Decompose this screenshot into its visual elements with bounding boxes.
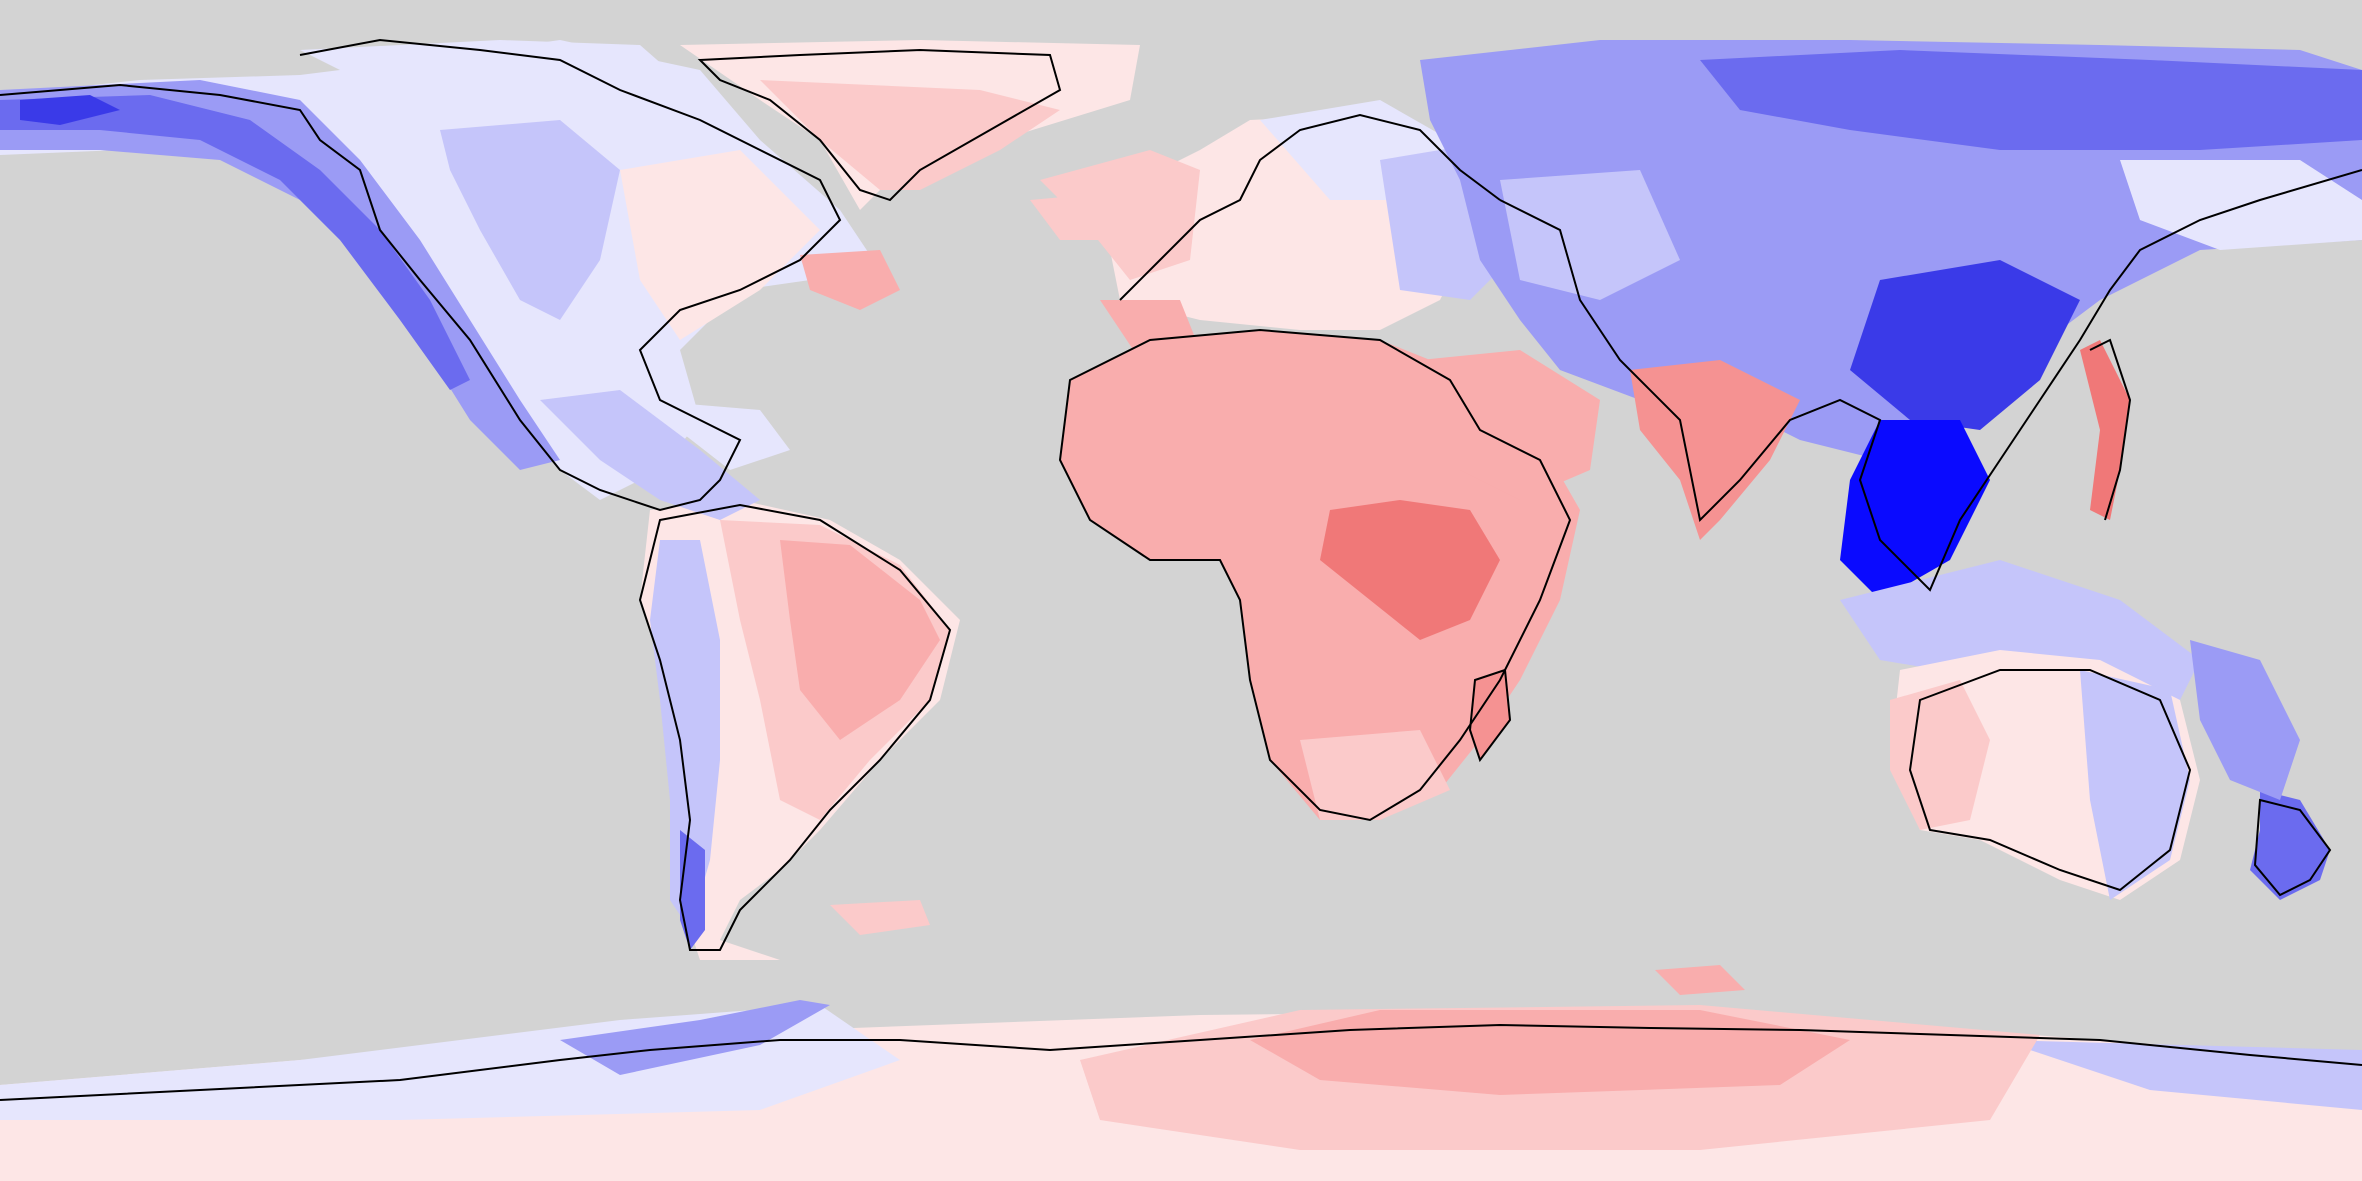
north-america-base	[0, 40, 880, 500]
north-america-coastline	[0, 38, 842, 512]
africa-coastline	[1058, 328, 1572, 822]
china-blue4	[1850, 260, 2080, 430]
antarctica-peninsula-blue	[560, 1000, 830, 1075]
canada-arctic-blue	[300, 40, 680, 90]
australia-east-blue	[2080, 670, 2190, 900]
madagascar-red	[1470, 670, 1510, 760]
siberia-east-blue0	[2120, 160, 2362, 250]
central-america-region	[540, 390, 790, 520]
andes-blue1	[650, 540, 720, 930]
antarctica-east-red-inner	[1250, 1010, 1850, 1095]
north-america-west-blue3	[0, 95, 470, 390]
india-red	[1630, 360, 1800, 540]
central-america-blue	[540, 390, 760, 520]
north-america-east-red	[620, 150, 820, 340]
japan-coastline	[2089, 338, 2132, 521]
coastlines	[0, 38, 2362, 1101]
asia-coastline	[1499, 169, 2362, 592]
patagonia-red	[830, 900, 930, 935]
australia-west-red	[1890, 680, 1990, 830]
north-atlantic-red	[1030, 190, 1140, 240]
antarctica-region	[0, 965, 2362, 1181]
antarctica-small-red	[1655, 965, 1745, 995]
new-zealand-blue	[2250, 790, 2330, 900]
andes-blue3	[680, 830, 705, 950]
greenland-red	[760, 80, 1060, 190]
oceania-region	[1840, 560, 2330, 900]
pacific-blue	[2190, 640, 2300, 800]
central-asia-blue1	[1500, 170, 1680, 300]
labrador-red	[800, 250, 900, 310]
south-america-coastline	[638, 503, 952, 951]
africa-base	[1060, 330, 1580, 820]
southeast-asia-blue5	[1840, 420, 1990, 600]
asia-region	[1420, 40, 2362, 600]
caribbean-blue	[640, 400, 790, 470]
australia-coastline	[1908, 669, 2192, 892]
europe-coastline	[1119, 113, 1501, 301]
greenland-region	[680, 40, 1140, 210]
greenland-coastline	[697, 48, 1062, 202]
siberia-blue3	[1700, 50, 2362, 150]
south-africa-red1	[1300, 730, 1450, 820]
antarctica-coastline	[0, 1023, 2362, 1101]
brazil-red3	[780, 540, 940, 740]
madagascar-coastline	[1468, 668, 1512, 763]
north-america-region	[0, 40, 900, 500]
africa-region	[1060, 330, 1600, 820]
north-america-central-blue1	[440, 120, 620, 320]
new-zealand-coastline	[2253, 798, 2332, 897]
south-america-region	[640, 500, 960, 960]
east-africa-red4	[1320, 500, 1500, 640]
arabia-red	[1420, 350, 1600, 500]
alaska-blue4	[20, 95, 120, 125]
